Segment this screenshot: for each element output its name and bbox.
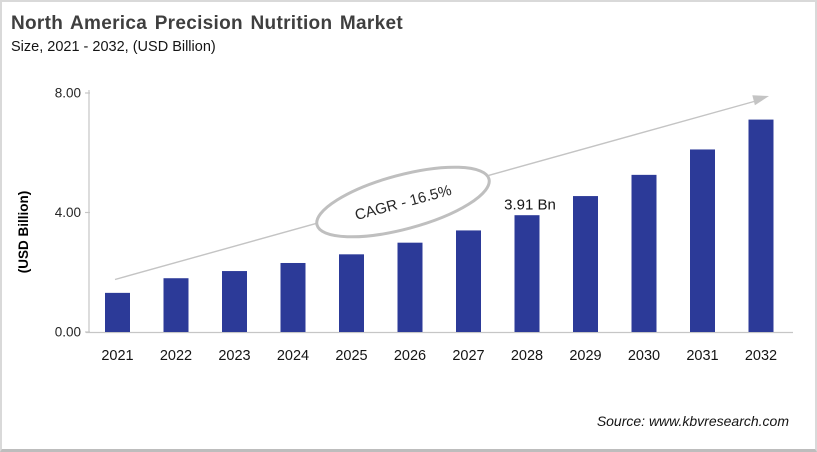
y-tick-label-8: 8.00	[55, 86, 81, 101]
x-tick-label-2022: 2022	[160, 348, 192, 364]
x-tick-label-2028: 2028	[511, 348, 543, 364]
x-tick-label-2029: 2029	[569, 348, 601, 364]
bar-2030	[631, 174, 657, 332]
bar-2031	[690, 149, 715, 332]
bar-2028	[514, 215, 540, 332]
x-tick-label-2031: 2031	[686, 348, 718, 364]
y-axis-title: (USD Billion)	[16, 191, 31, 274]
bar-2025	[339, 254, 364, 332]
x-tick-label-2032: 2032	[745, 348, 777, 364]
y-axis-labels: 0.00 4.00 8.00	[55, 86, 81, 340]
bar-2021	[105, 292, 130, 332]
bar-value-label: 3.91 Bn	[504, 197, 556, 214]
source-credit: Source: www.kbvresearch.com	[596, 413, 789, 429]
bar-2029	[573, 196, 598, 332]
x-tick-label-2027: 2027	[452, 348, 484, 364]
y-tick-label-4: 4.00	[55, 205, 81, 220]
trend-arrow-head	[752, 95, 769, 106]
y-axis-ticks	[85, 92, 90, 333]
x-tick-label-2023: 2023	[218, 348, 250, 364]
cagr-ellipse	[315, 165, 491, 239]
bar-2026	[397, 242, 423, 332]
x-tick-label-2026: 2026	[394, 348, 426, 364]
x-tick-label-2025: 2025	[335, 348, 367, 364]
bar-2024	[280, 262, 306, 332]
y-tick-label-0: 0.00	[55, 325, 81, 340]
x-axis-labels: 2021 2022 2023 2024 2025 2026 2027 2028 2029 2030…	[101, 348, 777, 364]
chart-title: North America Precision Nutrition Market	[11, 13, 403, 34]
bar-2022	[163, 278, 189, 332]
chart-subtitle: Size, 2021 - 2032, (USD Billion)	[11, 39, 216, 55]
bars-group	[105, 119, 774, 333]
x-tick-label-2024: 2024	[277, 348, 309, 364]
x-tick-label-2021: 2021	[101, 348, 133, 364]
bar-2032	[748, 119, 774, 333]
bar-2023	[222, 271, 247, 332]
bar-2027	[456, 230, 481, 332]
x-tick-label-2030: 2030	[628, 348, 660, 364]
